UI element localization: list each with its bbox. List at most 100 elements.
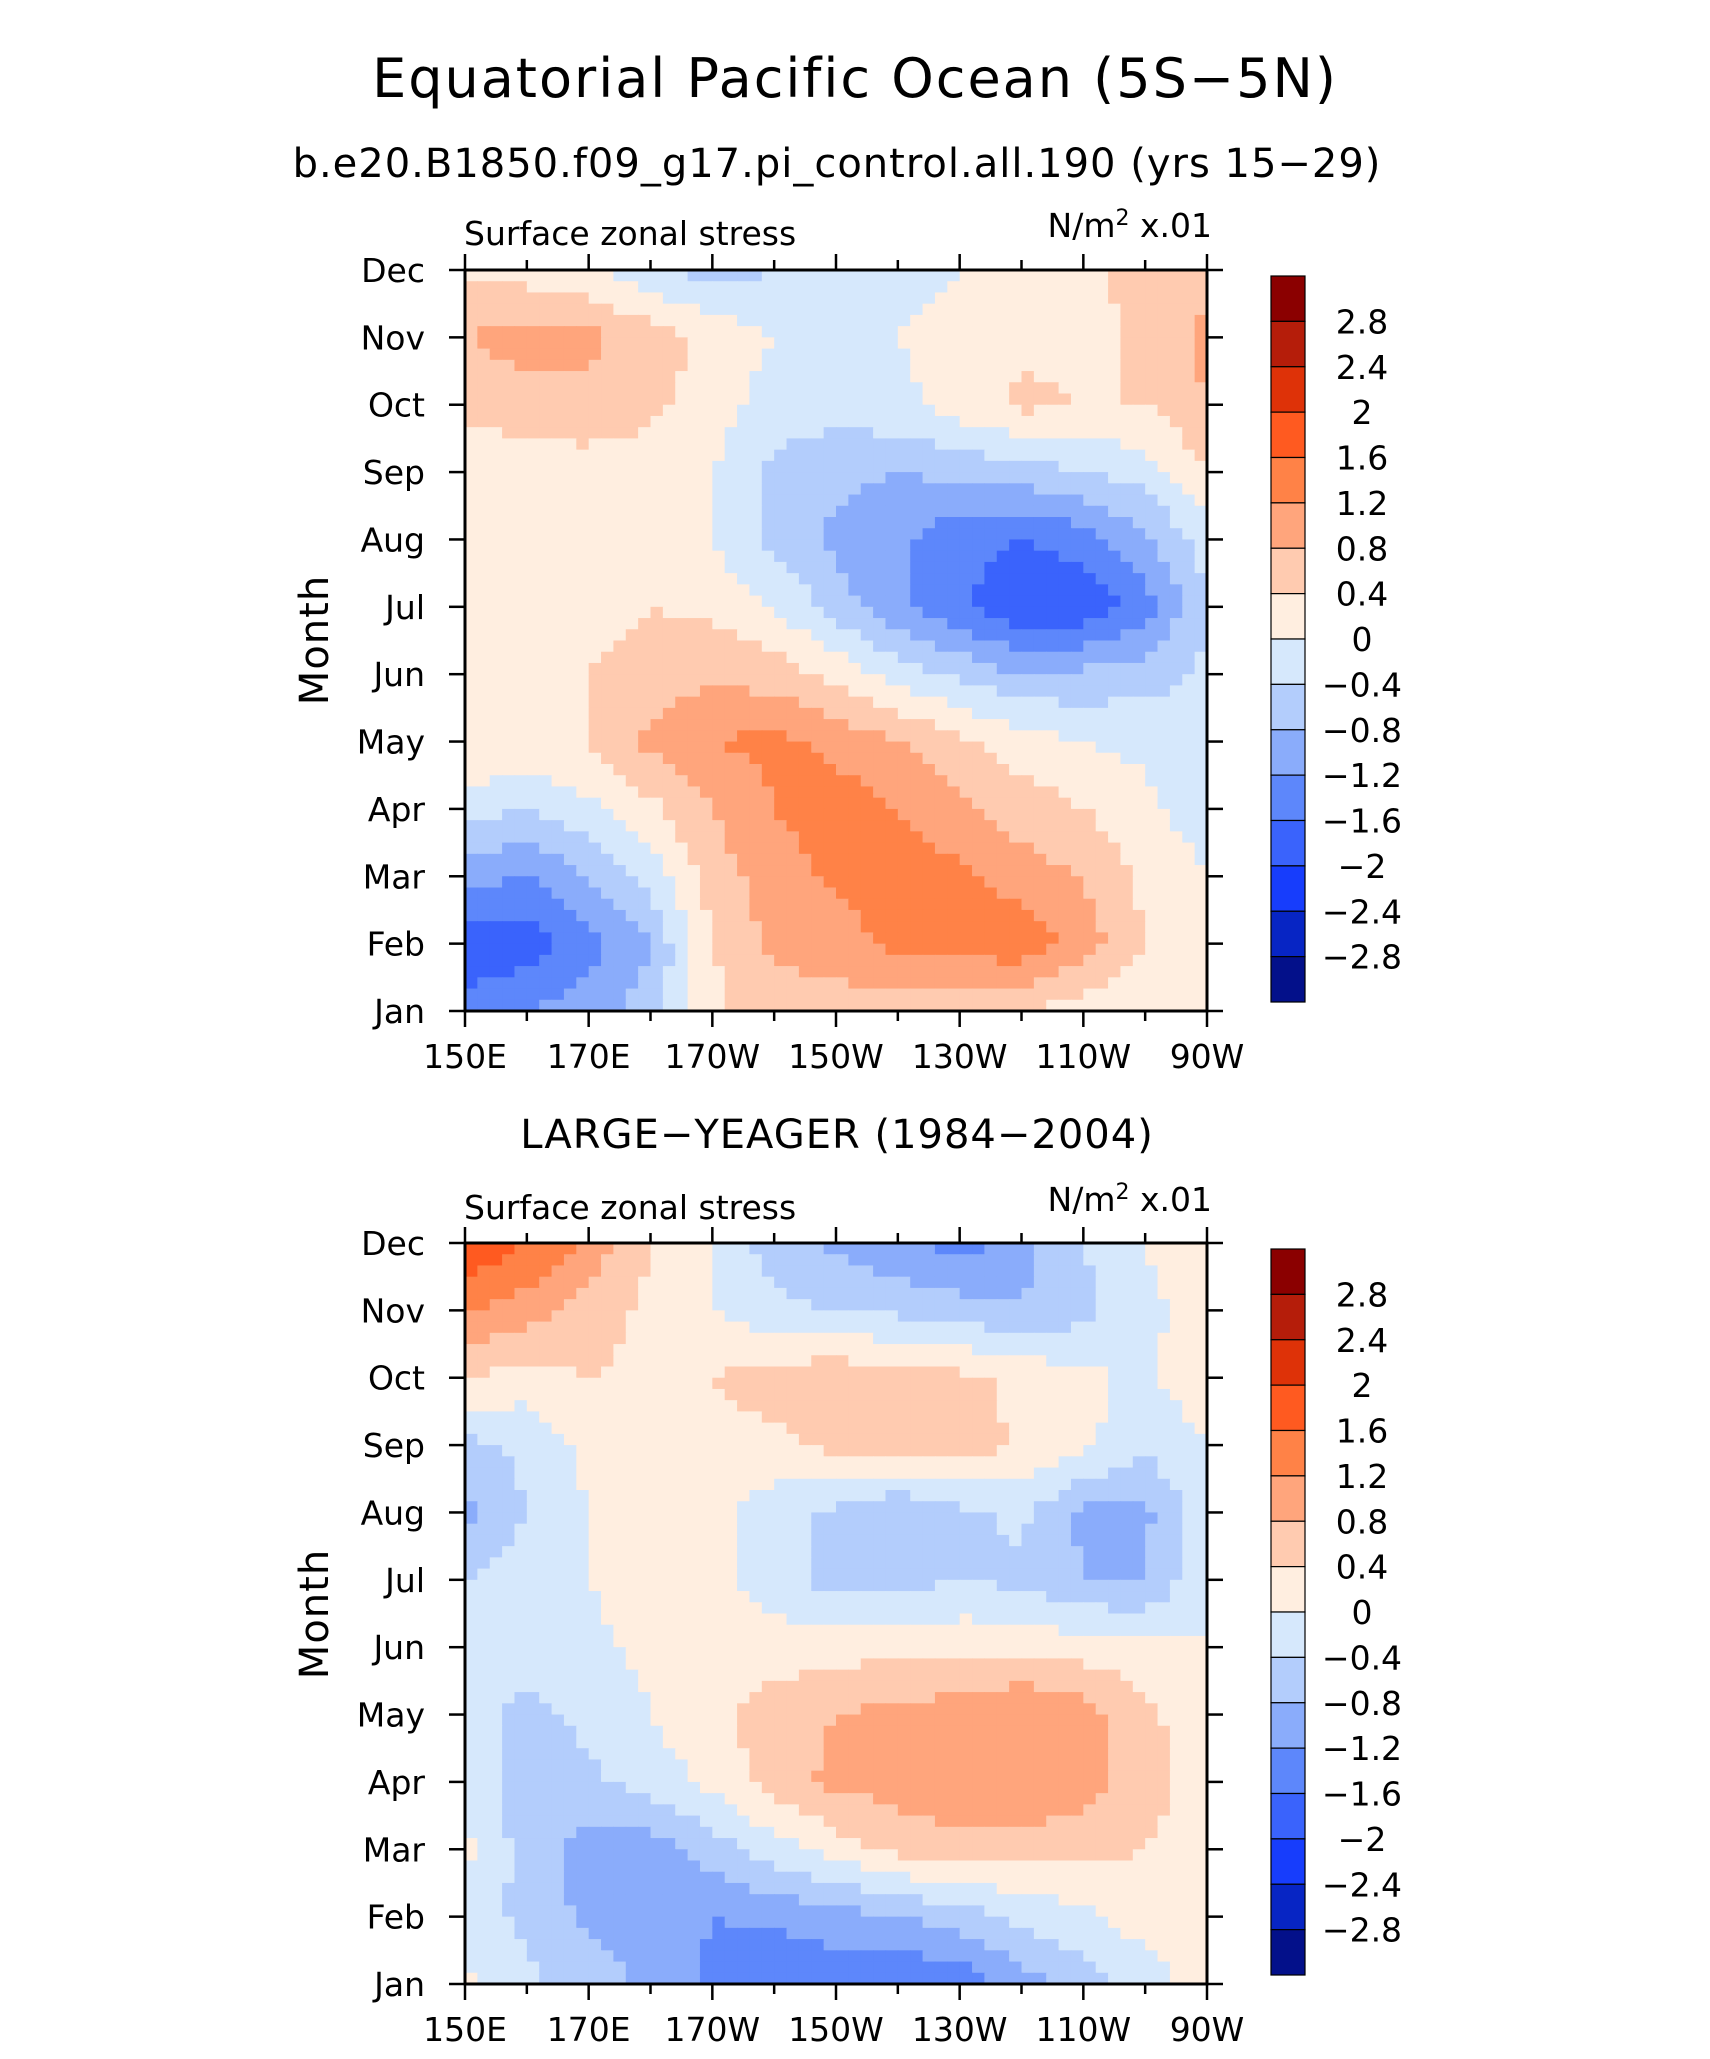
contour-cell bbox=[601, 820, 614, 832]
contour-cell bbox=[984, 943, 998, 956]
contour-cell bbox=[514, 865, 528, 877]
contour-cell bbox=[873, 797, 887, 810]
contour-cell bbox=[662, 528, 676, 541]
contour-cell bbox=[749, 584, 763, 597]
contour-cell bbox=[1120, 853, 1134, 866]
contour-cell bbox=[1058, 909, 1072, 922]
contour-cell bbox=[539, 584, 553, 597]
contour-cell bbox=[489, 1355, 503, 1368]
contour-cell bbox=[1132, 326, 1146, 338]
contour-cell bbox=[1132, 808, 1146, 821]
contour-cell bbox=[539, 898, 553, 911]
contour-cell bbox=[601, 685, 614, 698]
contour-cell bbox=[1058, 1332, 1072, 1345]
x-tick-label: 90W bbox=[1170, 1037, 1245, 1076]
contour-cell bbox=[860, 797, 874, 810]
contour-cell bbox=[650, 1400, 664, 1413]
contour-cell bbox=[662, 629, 676, 642]
panel-1-variable-label: Surface zonal stress bbox=[464, 214, 796, 253]
contour-cell bbox=[972, 764, 985, 776]
contour-cell bbox=[1058, 730, 1072, 743]
contour-cell bbox=[551, 831, 565, 844]
contour-cell bbox=[699, 449, 713, 462]
contour-cell bbox=[551, 808, 565, 821]
contour-cell bbox=[749, 1299, 763, 1311]
contour-cell bbox=[588, 853, 602, 866]
contour-cell bbox=[959, 438, 973, 451]
contour-cell bbox=[601, 337, 614, 350]
contour-cell bbox=[910, 977, 924, 990]
contour-cell bbox=[823, 764, 837, 776]
contour-cell bbox=[860, 685, 874, 698]
contour-cell bbox=[1083, 1243, 1097, 1255]
contour-cell bbox=[1021, 1287, 1035, 1300]
contour-cell bbox=[477, 1310, 491, 1323]
contour-cell bbox=[1108, 820, 1122, 832]
contour-cell bbox=[502, 415, 516, 428]
contour-cell bbox=[860, 314, 874, 327]
contour-cell bbox=[539, 1411, 553, 1424]
contour-cell bbox=[1009, 337, 1023, 350]
contour-cell bbox=[786, 404, 800, 417]
contour-cell bbox=[699, 898, 713, 911]
contour-cell bbox=[934, 1243, 948, 1255]
contour-cell bbox=[514, 752, 528, 765]
contour-cell bbox=[551, 326, 565, 338]
contour-cell bbox=[885, 393, 899, 406]
contour-cell bbox=[873, 775, 887, 788]
contour-cell bbox=[502, 404, 516, 417]
contour-cell bbox=[885, 797, 899, 810]
contour-cell bbox=[1009, 1400, 1023, 1413]
contour-cell bbox=[1009, 1377, 1023, 1390]
contour-cell bbox=[1194, 281, 1208, 294]
contour-cell bbox=[514, 1321, 528, 1334]
contour-cell bbox=[477, 764, 491, 776]
contour-cell bbox=[910, 314, 924, 327]
contour-cell bbox=[1194, 820, 1208, 832]
contour-cell bbox=[910, 550, 924, 563]
contour-cell bbox=[823, 651, 837, 664]
contour-cell bbox=[860, 966, 874, 978]
contour-cell bbox=[934, 1332, 948, 1345]
contour-cell bbox=[959, 1254, 973, 1267]
contour-cell bbox=[465, 808, 478, 821]
contour-cell bbox=[761, 438, 775, 451]
contour-cell bbox=[1157, 1400, 1171, 1413]
contour-cell bbox=[601, 1411, 614, 1424]
contour-cell bbox=[477, 359, 491, 372]
contour-cell bbox=[1120, 550, 1134, 563]
contour-cell bbox=[1021, 505, 1035, 518]
contour-cell bbox=[737, 797, 751, 810]
contour-cell bbox=[712, 831, 726, 844]
contour-cell bbox=[996, 393, 1010, 406]
contour-cell bbox=[934, 707, 948, 720]
contour-cell bbox=[1169, 752, 1183, 765]
contour-cell bbox=[811, 741, 825, 754]
contour-cell bbox=[737, 842, 751, 855]
contour-cell bbox=[465, 573, 478, 585]
contour-cell bbox=[959, 853, 973, 866]
contour-cell bbox=[1182, 393, 1196, 406]
contour-cell bbox=[1182, 999, 1196, 1012]
contour-cell bbox=[489, 820, 503, 832]
contour-cell bbox=[749, 921, 763, 934]
contour-cell bbox=[502, 1355, 516, 1368]
contour-cell bbox=[687, 618, 701, 630]
contour-cell bbox=[749, 1377, 763, 1390]
contour-cell bbox=[576, 1411, 590, 1424]
contour-cell bbox=[1021, 618, 1035, 630]
contour-cell bbox=[576, 775, 590, 788]
contour-cell bbox=[1145, 674, 1159, 687]
contour-cell bbox=[551, 1377, 565, 1390]
contour-cell bbox=[613, 820, 627, 832]
contour-cell bbox=[1182, 449, 1196, 462]
contour-cell bbox=[588, 707, 602, 720]
contour-cell bbox=[1169, 505, 1183, 518]
contour-cell bbox=[675, 730, 689, 743]
contour-cell bbox=[947, 797, 961, 810]
contour-cell bbox=[1095, 337, 1109, 350]
contour-cell bbox=[1058, 303, 1072, 316]
contour-cell bbox=[996, 797, 1010, 810]
contour-cell bbox=[1070, 606, 1084, 619]
contour-cell bbox=[712, 1287, 726, 1300]
